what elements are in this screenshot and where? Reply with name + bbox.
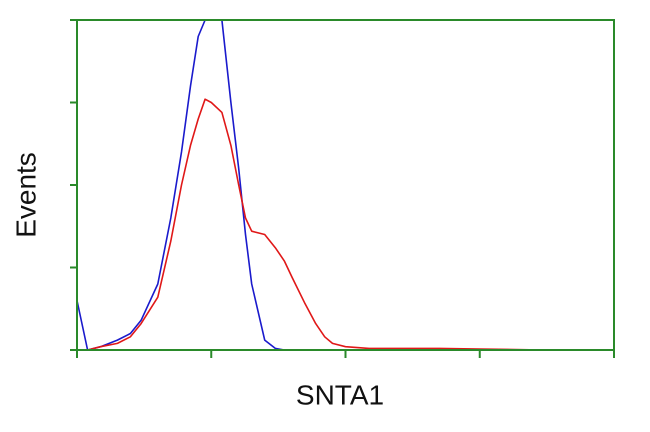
x-axis-label: SNTA1 <box>296 379 384 410</box>
y-axis-label: Events <box>10 152 41 238</box>
histogram-line <box>77 98 614 351</box>
plot-frame <box>76 19 615 351</box>
histogram-line <box>76 19 614 351</box>
